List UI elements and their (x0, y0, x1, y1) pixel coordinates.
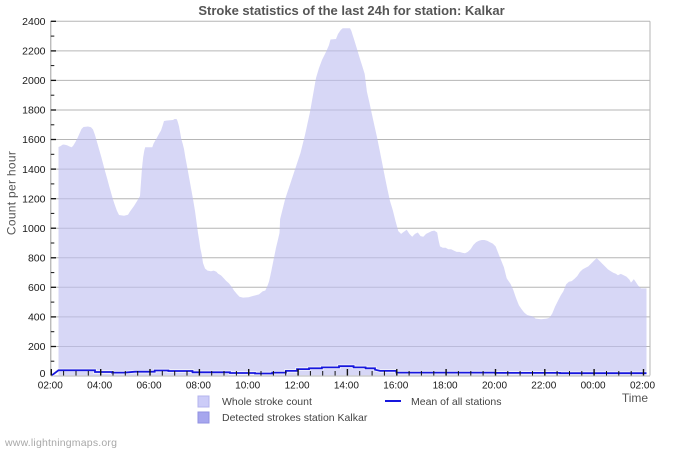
svg-text:800: 800 (28, 253, 46, 265)
svg-text:00:00: 00:00 (581, 381, 606, 392)
svg-text:1400: 1400 (22, 164, 46, 176)
svg-text:08:00: 08:00 (186, 381, 211, 392)
svg-text:Detected strokes station Kalka: Detected strokes station Kalkar (222, 412, 368, 424)
svg-text:www.lightningmaps.org: www.lightningmaps.org (4, 437, 117, 449)
svg-text:06:00: 06:00 (136, 381, 161, 392)
svg-text:12:00: 12:00 (285, 381, 310, 392)
svg-text:10:00: 10:00 (235, 381, 260, 392)
svg-text:02:00: 02:00 (630, 381, 655, 392)
svg-text:18:00: 18:00 (433, 381, 458, 392)
svg-text:2000: 2000 (22, 75, 46, 87)
svg-text:0: 0 (40, 368, 46, 380)
svg-text:1200: 1200 (22, 193, 46, 205)
svg-text:400: 400 (28, 312, 46, 324)
svg-text:04:00: 04:00 (87, 381, 112, 392)
svg-text:600: 600 (28, 282, 46, 294)
svg-text:2400: 2400 (22, 16, 46, 28)
svg-text:Whole stroke count: Whole stroke count (222, 396, 312, 408)
svg-text:Stroke statistics of the last: Stroke statistics of the last 24h for st… (198, 3, 504, 18)
svg-text:1600: 1600 (22, 134, 46, 146)
svg-text:20:00: 20:00 (482, 381, 507, 392)
svg-text:200: 200 (28, 341, 46, 353)
svg-text:16:00: 16:00 (383, 381, 408, 392)
svg-text:02:00: 02:00 (38, 381, 63, 392)
svg-text:22:00: 22:00 (531, 381, 556, 392)
svg-text:Count per hour: Count per hour (5, 151, 19, 235)
svg-text:1800: 1800 (22, 105, 46, 117)
svg-text:Time: Time (622, 391, 649, 405)
svg-text:1000: 1000 (22, 223, 46, 235)
svg-text:14:00: 14:00 (334, 381, 359, 392)
svg-text:Mean of all stations: Mean of all stations (411, 396, 501, 408)
svg-text:2200: 2200 (22, 46, 46, 58)
